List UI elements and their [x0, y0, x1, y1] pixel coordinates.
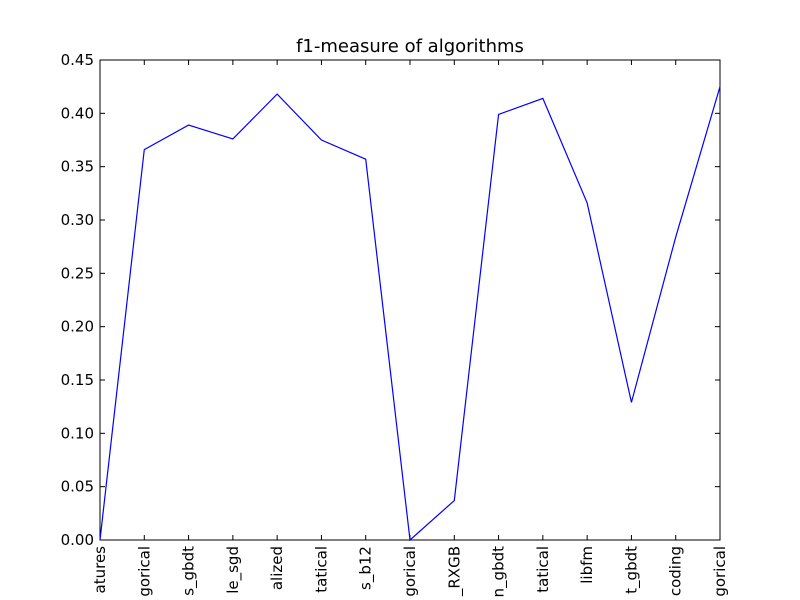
x-tick-label: atures [91, 546, 109, 594]
y-tick-label: 0.25 [61, 264, 94, 282]
x-tick-label: gorical [135, 546, 153, 597]
x-tick-label: s_gbdt [180, 546, 199, 596]
y-tick-label: 0.20 [61, 318, 94, 336]
x-tick-label: libfm [578, 546, 596, 584]
series-line [99, 86, 721, 542]
series-layer [99, 86, 721, 542]
x-tick-label: coding [667, 546, 685, 596]
y-tick-label: 0.00 [61, 531, 94, 549]
y-tick-label: 0.05 [61, 478, 94, 496]
x-tick-label: tatical [534, 546, 552, 593]
y-tick-label: 0.35 [61, 158, 94, 176]
x-tick-label: n_gbdt [490, 546, 509, 598]
x-tick-label: _RXGB [445, 546, 464, 597]
x-tick-label: gorical [401, 546, 419, 597]
chart-title: f1-measure of algorithms [296, 36, 524, 57]
x-tick-label: gorical [711, 546, 729, 597]
y-tick-label: 0.45 [61, 51, 94, 69]
x-axis: atures gorical s_gbdt le_sgd alized tatical s_… [91, 60, 729, 597]
y-tick-label: 0.15 [61, 371, 94, 389]
y-tick-label: 0.30 [61, 211, 94, 229]
x-tick-label: s_b12 [357, 546, 376, 590]
y-tick-label: 0.10 [61, 424, 94, 442]
x-tick-label: le_sgd [224, 546, 243, 594]
x-tick-label: tatical [312, 546, 330, 593]
y-axis: 0.00 0.05 0.10 0.15 0.20 0.25 0.30 0.35 0.40 0.45 [61, 51, 720, 549]
y-tick-label: 0.40 [61, 104, 94, 122]
plot-frame [99, 59, 721, 541]
x-tick-label: alized [268, 546, 286, 590]
x-tick-label: t_gbdt [622, 546, 641, 594]
